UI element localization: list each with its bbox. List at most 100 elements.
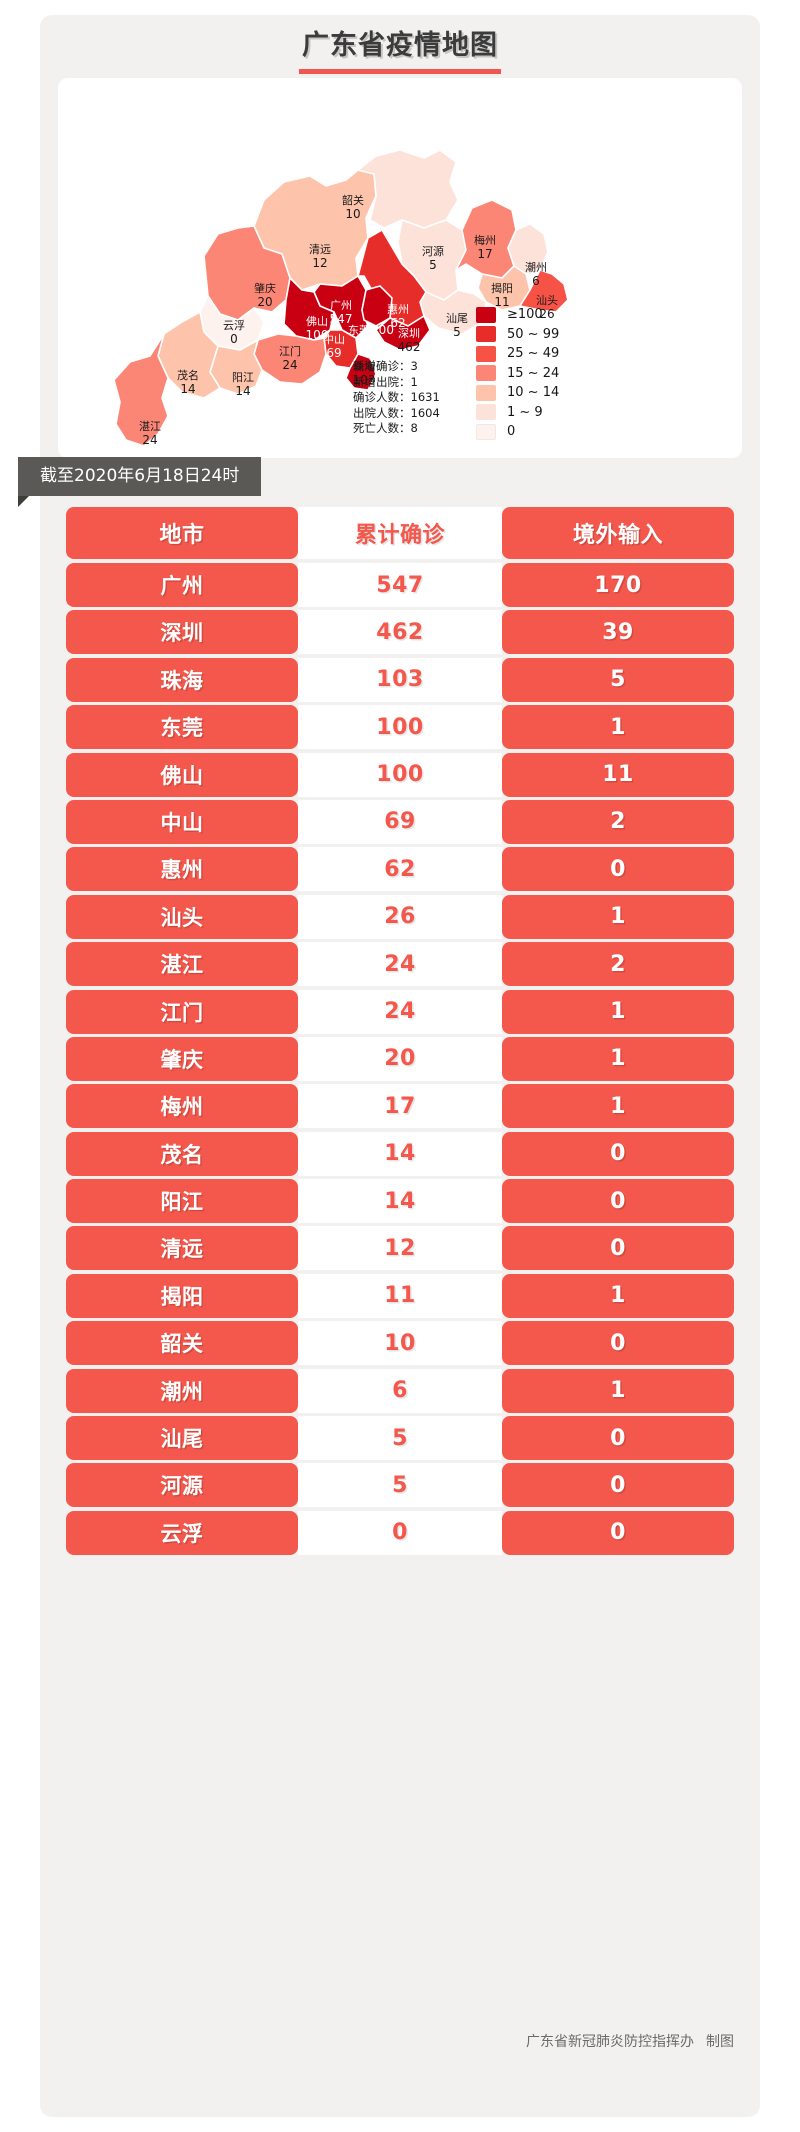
table-row[interactable]: 深圳 462 39: [66, 610, 734, 655]
cell-imported: 1: [502, 1036, 734, 1081]
cell-city: 云浮: [66, 1510, 298, 1555]
cell-imported: 2: [502, 799, 734, 844]
date-badge-tail: [18, 496, 29, 507]
cell-confirmed: 5: [298, 1416, 502, 1461]
cell-city: 汕尾: [66, 1416, 298, 1461]
map-stat-line: 确诊人数：1631: [353, 390, 440, 405]
cell-confirmed: 10: [298, 1321, 502, 1366]
cell-city: 广州: [66, 563, 298, 607]
table-row[interactable]: 东莞 100 1: [66, 705, 734, 750]
cell-imported: 1: [502, 705, 734, 750]
cell-imported: 0: [502, 1226, 734, 1271]
date-badge: 截至2020年6月18日24时: [18, 457, 262, 496]
map-stat-line: 死亡人数：8: [353, 421, 418, 436]
cell-city: 茂名: [66, 1131, 298, 1176]
cell-city: 中山: [66, 799, 298, 844]
table-row[interactable]: 惠州 62 0: [66, 847, 734, 892]
cell-confirmed: 0: [298, 1510, 502, 1555]
footer-credit-label: 制图: [706, 2034, 734, 2050]
cell-confirmed: 14: [298, 1131, 502, 1176]
table-header-row: 地市 累计确诊 境外输入: [66, 507, 734, 559]
legend-label: 0: [507, 424, 516, 440]
cell-imported: 170: [502, 563, 734, 607]
cell-city: 珠海: [66, 657, 298, 702]
cell-confirmed: 24: [298, 942, 502, 987]
table-row[interactable]: 阳江 14 0: [66, 1179, 734, 1224]
table-row[interactable]: 茂名 14 0: [66, 1131, 734, 1176]
legend-label: 15 ~ 24: [507, 365, 560, 381]
table-body: 广州 547 170 深圳 462 39 珠海 103 5 东莞 100 1 佛山 100 11 中山 69 2 惠…: [66, 563, 734, 1555]
legend-row: ≥100: [476, 305, 559, 325]
cell-imported: 1: [502, 989, 734, 1034]
cell-city: 梅州: [66, 1084, 298, 1129]
cell-imported: 1: [502, 894, 734, 939]
legend-swatch: [476, 404, 496, 421]
cell-imported: 39: [502, 610, 734, 655]
title-underline: [299, 69, 501, 74]
legend-label: 25 ~ 49: [507, 346, 560, 362]
table-row[interactable]: 河源 5 0: [66, 1463, 734, 1508]
cell-city: 汕头: [66, 894, 298, 939]
table-row[interactable]: 汕头 26 1: [66, 894, 734, 939]
table-row[interactable]: 云浮 0 0: [66, 1510, 734, 1555]
legend-swatch: [476, 365, 496, 382]
cell-imported: 1: [502, 1368, 734, 1413]
footer-credit: 广东省新冠肺炎防控指挥办 制图: [40, 2031, 734, 2051]
legend-label: 1 ~ 9: [507, 404, 543, 420]
cell-imported: 0: [502, 1463, 734, 1508]
cell-confirmed: 462: [298, 610, 502, 655]
cell-confirmed: 100: [298, 705, 502, 750]
cell-imported: 1: [502, 1273, 734, 1318]
legend-row: 1 ~ 9: [476, 403, 559, 423]
cell-confirmed: 100: [298, 752, 502, 797]
cell-confirmed: 103: [298, 657, 502, 702]
cell-city: 东莞: [66, 705, 298, 750]
table-row[interactable]: 梅州 17 1: [66, 1084, 734, 1129]
cell-imported: 0: [502, 847, 734, 892]
cell-confirmed: 11: [298, 1273, 502, 1318]
map-legend: ≥100 50 ~ 99 25 ~ 49 15 ~ 24 10 ~ 14 1 ~ 9 0: [476, 305, 559, 442]
table-row[interactable]: 潮州 6 1: [66, 1368, 734, 1413]
table-row[interactable]: 揭阳 11 1: [66, 1273, 734, 1318]
table-row[interactable]: 清远 12 0: [66, 1226, 734, 1271]
table-row[interactable]: 中山 69 2: [66, 799, 734, 844]
table-row[interactable]: 湛江 24 2: [66, 942, 734, 987]
legend-row: 10 ~ 14: [476, 383, 559, 403]
cell-imported: 11: [502, 752, 734, 797]
legend-swatch: [476, 326, 496, 343]
table-row[interactable]: 汕尾 5 0: [66, 1416, 734, 1461]
footer-source: 广东省新冠肺炎防控指挥办: [526, 2034, 694, 2050]
map-stat-line: 新增确诊：3: [353, 359, 418, 373]
column-header-imported: 境外输入: [502, 507, 734, 559]
legend-label: 50 ~ 99: [507, 326, 560, 342]
cell-imported: 0: [502, 1416, 734, 1461]
cell-city: 揭阳: [66, 1273, 298, 1318]
legend-row: 0: [476, 422, 559, 442]
cell-city: 湛江: [66, 942, 298, 987]
table-row[interactable]: 肇庆 20 1: [66, 1036, 734, 1081]
cell-confirmed: 12: [298, 1226, 502, 1271]
cell-city: 深圳: [66, 610, 298, 655]
cell-imported: 1: [502, 1084, 734, 1129]
column-header-city: 地市: [66, 507, 298, 559]
table-row[interactable]: 佛山 100 11: [66, 752, 734, 797]
cell-confirmed: 547: [298, 563, 502, 607]
cell-confirmed: 62: [298, 847, 502, 892]
cell-city: 清远: [66, 1226, 298, 1271]
table-row[interactable]: 江门 24 1: [66, 989, 734, 1034]
cell-city: 阳江: [66, 1179, 298, 1224]
legend-swatch: [476, 384, 496, 401]
table-row[interactable]: 韶关 10 0: [66, 1321, 734, 1366]
cell-city: 肇庆: [66, 1036, 298, 1081]
page-title-text: 广东省疫情地图: [302, 30, 498, 61]
cell-confirmed: 6: [298, 1368, 502, 1413]
cell-city: 江门: [66, 989, 298, 1034]
map-stat-line: 出院人数：1604: [353, 405, 440, 420]
cell-imported: 0: [502, 1131, 734, 1176]
table-row[interactable]: 广州 547 170: [66, 563, 734, 607]
legend-swatch: [476, 345, 496, 362]
cell-city: 佛山: [66, 752, 298, 797]
content-card: 广东省疫情地图: [18, 15, 760, 2117]
table-row[interactable]: 珠海 103 5: [66, 657, 734, 702]
map-stat-line: 新增出院：1: [353, 374, 418, 389]
